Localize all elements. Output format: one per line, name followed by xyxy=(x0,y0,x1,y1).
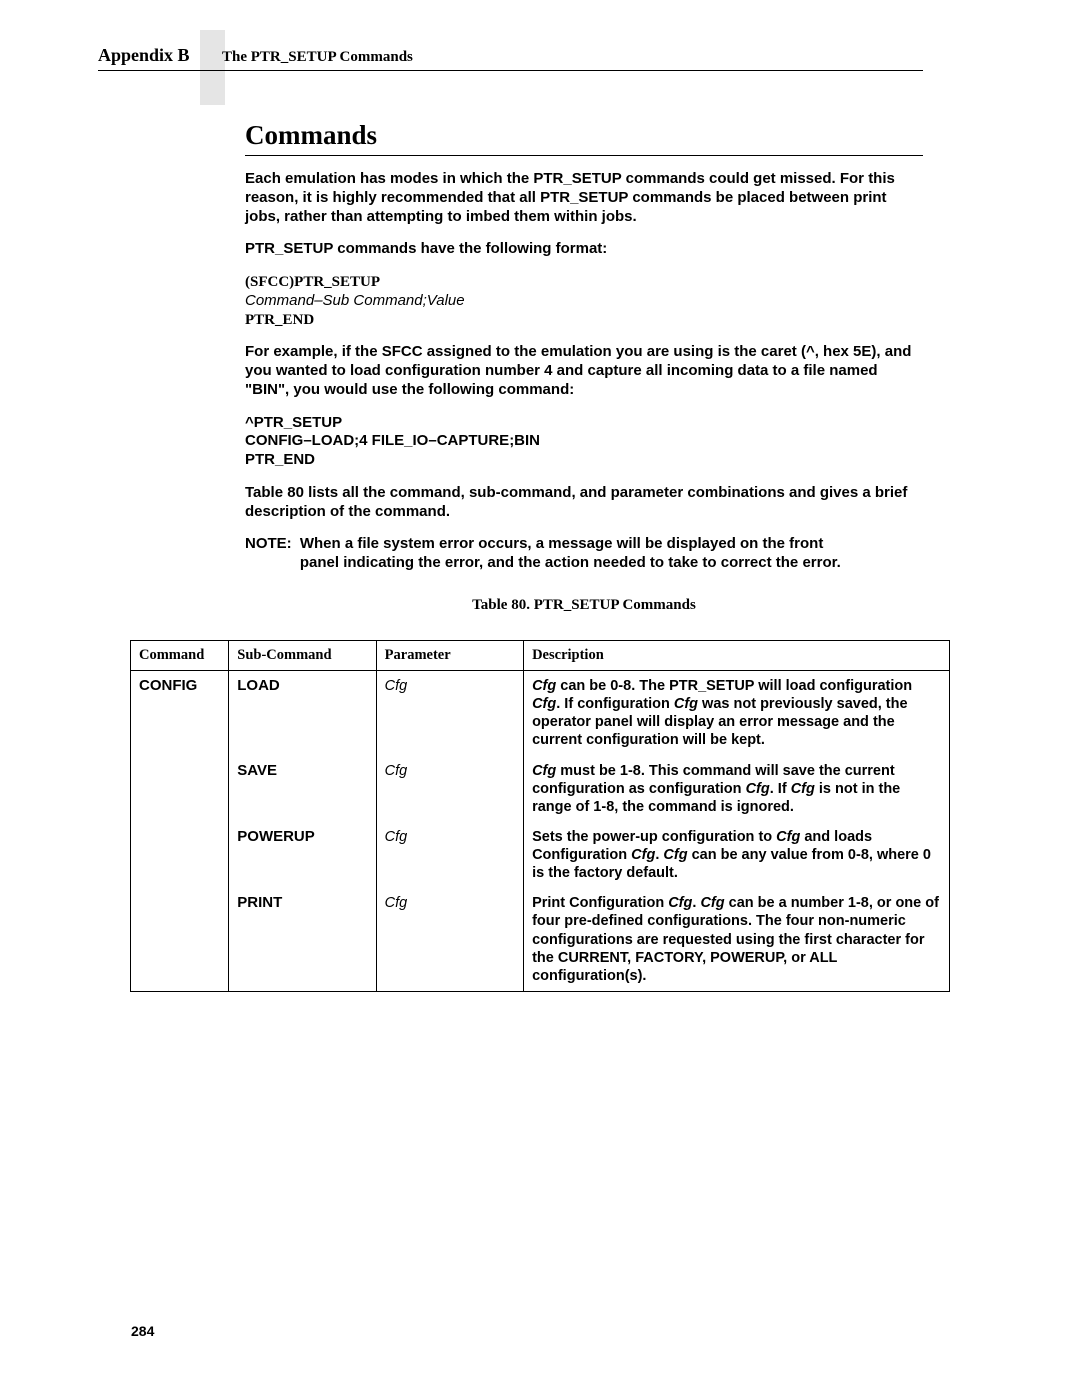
cell-description: Sets the power-up configuration to Cfg a… xyxy=(524,822,950,888)
th-parameter: Parameter xyxy=(376,641,523,671)
example-l3: PTR_END xyxy=(245,451,315,468)
th-command: Command xyxy=(131,641,229,671)
table-row: PRINTCfgPrint Configuration Cfg. Cfg can… xyxy=(131,888,950,991)
table-caption: Table 80. PTR_SETUP Commands xyxy=(245,597,923,614)
section-heading: Commands xyxy=(245,120,923,156)
main-content: Commands Each emulation has modes in whi… xyxy=(245,120,923,622)
format-intro: PTR_SETUP commands have the following fo… xyxy=(245,240,923,259)
note-label: NOTE: xyxy=(245,535,292,554)
example-intro: For example, if the SFCC assigned to the… xyxy=(245,343,923,399)
format-cmd: Command xyxy=(245,292,314,309)
cell-command xyxy=(131,756,229,822)
table-row: POWERUPCfgSets the power-up configuratio… xyxy=(131,822,950,888)
commands-table: Command Sub-Command Parameter Descriptio… xyxy=(130,640,950,992)
note-text: When a file system error occurs, a messa… xyxy=(300,535,850,573)
th-subcommand: Sub-Command xyxy=(229,641,376,671)
cell-parameter: Cfg xyxy=(376,822,523,888)
example-l1: ^PTR_SETUP xyxy=(245,414,342,431)
format-val: Value xyxy=(427,292,465,309)
cell-parameter: Cfg xyxy=(376,671,523,756)
example-block: ^PTR_SETUP CONFIG–LOAD;4 FILE_IO–CAPTURE… xyxy=(245,414,923,470)
intro-paragraph: Each emulation has modes in which the PT… xyxy=(245,170,923,226)
format-block: (SFCC)PTR_SETUP Command–Sub Command;Valu… xyxy=(245,273,923,329)
example-l2: CONFIG–LOAD;4 FILE_IO–CAPTURE;BIN xyxy=(245,432,540,449)
cell-subcommand: POWERUP xyxy=(229,822,376,888)
format-line3: PTR_END xyxy=(245,312,314,328)
note-block: NOTE: When a file system error occurs, a… xyxy=(245,535,923,573)
cell-parameter: Cfg xyxy=(376,756,523,822)
table-row: SAVECfgCfg must be 1-8. This command wil… xyxy=(131,756,950,822)
cell-command xyxy=(131,822,229,888)
cell-parameter: Cfg xyxy=(376,888,523,991)
appendix-title: The PTR_SETUP Commands xyxy=(222,49,413,65)
cell-subcommand: LOAD xyxy=(229,671,376,756)
cell-command xyxy=(131,888,229,991)
table-intro: Table 80 lists all the command, sub-comm… xyxy=(245,484,923,522)
format-sub: Sub Command xyxy=(323,292,423,309)
cell-command: CONFIG xyxy=(131,671,229,756)
page-header: Appendix B The PTR_SETUP Commands xyxy=(98,45,923,71)
table-container: Command Sub-Command Parameter Descriptio… xyxy=(130,640,950,992)
page: Appendix B The PTR_SETUP Commands Comman… xyxy=(0,0,1080,1397)
cell-description: Print Configuration Cfg. Cfg can be a nu… xyxy=(524,888,950,991)
page-number: 284 xyxy=(131,1323,154,1339)
cell-description: Cfg must be 1-8. This command will save … xyxy=(524,756,950,822)
cell-description: Cfg can be 0-8. The PTR_SETUP will load … xyxy=(524,671,950,756)
cell-subcommand: SAVE xyxy=(229,756,376,822)
th-description: Description xyxy=(524,641,950,671)
cell-subcommand: PRINT xyxy=(229,888,376,991)
format-line1: (SFCC)PTR_SETUP xyxy=(245,274,380,290)
table-row: CONFIGLOADCfgCfg can be 0-8. The PTR_SET… xyxy=(131,671,950,756)
appendix-label: Appendix B xyxy=(98,45,190,65)
format-dash: – xyxy=(314,292,322,309)
table-header-row: Command Sub-Command Parameter Descriptio… xyxy=(131,641,950,671)
